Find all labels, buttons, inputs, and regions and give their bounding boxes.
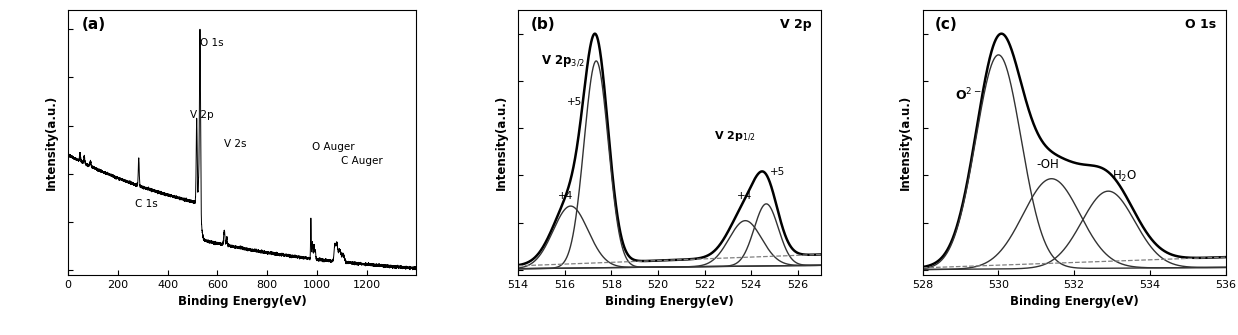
Text: H$_2$O: H$_2$O bbox=[1112, 169, 1138, 184]
X-axis label: Binding Energy(eV): Binding Energy(eV) bbox=[178, 295, 307, 308]
Text: (b): (b) bbox=[530, 16, 555, 31]
Text: V 2p: V 2p bbox=[189, 110, 214, 120]
X-axis label: Binding Energy(eV): Binding Energy(eV) bbox=[1010, 295, 1139, 308]
X-axis label: Binding Energy(eV): Binding Energy(eV) bbox=[605, 295, 734, 308]
Text: (c): (c) bbox=[935, 16, 958, 31]
Text: -OH: -OH bbox=[1036, 158, 1058, 172]
Y-axis label: Intensity(a.u.): Intensity(a.u.) bbox=[899, 95, 912, 190]
Text: +4: +4 bbox=[558, 191, 573, 201]
Text: V 2s: V 2s bbox=[224, 139, 246, 149]
Text: C Auger: C Auger bbox=[340, 156, 383, 166]
Y-axis label: Intensity(a.u.): Intensity(a.u.) bbox=[495, 95, 508, 190]
Text: (a): (a) bbox=[82, 16, 106, 31]
Text: O 1s: O 1s bbox=[201, 38, 224, 48]
Text: +5: +5 bbox=[770, 168, 785, 178]
Text: +4: +4 bbox=[737, 191, 753, 201]
Text: V 2p: V 2p bbox=[780, 18, 812, 31]
Text: C 1s: C 1s bbox=[135, 199, 158, 209]
Text: +5: +5 bbox=[567, 96, 582, 107]
Text: O$^{2-}$: O$^{2-}$ bbox=[954, 86, 982, 103]
Text: V 2p$_{3/2}$: V 2p$_{3/2}$ bbox=[541, 54, 586, 69]
Text: O 1s: O 1s bbox=[1186, 18, 1217, 31]
Text: V 2p$_{1/2}$: V 2p$_{1/2}$ bbox=[714, 130, 755, 144]
Text: O Auger: O Auger bbox=[312, 142, 354, 152]
Y-axis label: Intensity(a.u.): Intensity(a.u.) bbox=[45, 95, 58, 190]
